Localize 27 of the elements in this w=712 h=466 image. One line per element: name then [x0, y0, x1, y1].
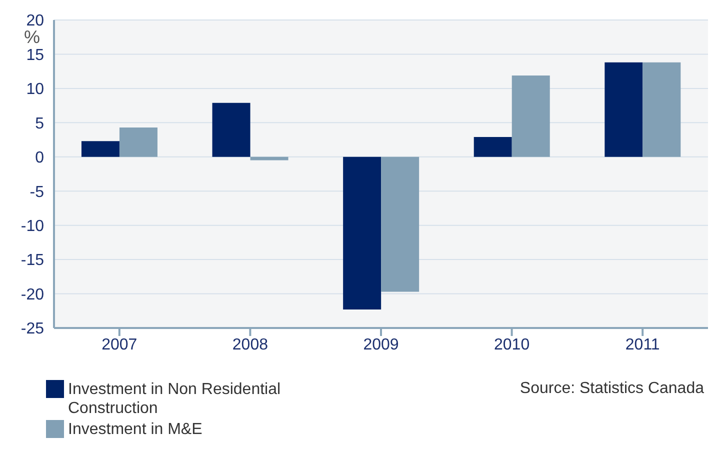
- bar: [212, 102, 250, 157]
- bar: [81, 141, 120, 157]
- x-tick-label: 2011: [625, 336, 660, 354]
- y-tick-label: 5: [35, 115, 44, 132]
- y-tick-label: -15: [20, 252, 44, 270]
- y-tick-label: -20: [20, 286, 44, 304]
- bar: [381, 156, 420, 292]
- legend-label: Investment in Non Residential Construction: [68, 380, 282, 418]
- y-tick-label: 15: [26, 46, 44, 64]
- y-tick-label: 10: [26, 81, 44, 98]
- legend-label: Investment in M&E: [68, 420, 202, 439]
- x-tick-label: 2008: [232, 336, 268, 354]
- source-note: Source: Statistics Canada: [520, 380, 704, 398]
- y-tick-label: -25: [20, 320, 44, 338]
- bar: [250, 156, 288, 160]
- x-tick-label: 2009: [363, 336, 399, 354]
- bar: [119, 127, 158, 157]
- bar: [343, 156, 382, 310]
- bar: [642, 62, 681, 157]
- y-tick-label: -10: [20, 218, 44, 236]
- bar: [604, 62, 643, 157]
- x-tick-label: 2010: [494, 336, 530, 354]
- x-tick-label: 2007: [102, 336, 138, 354]
- bar: [474, 137, 512, 157]
- bar: [512, 75, 550, 157]
- y-tick-label: -5: [30, 184, 44, 201]
- y-tick-label: 0: [35, 150, 44, 167]
